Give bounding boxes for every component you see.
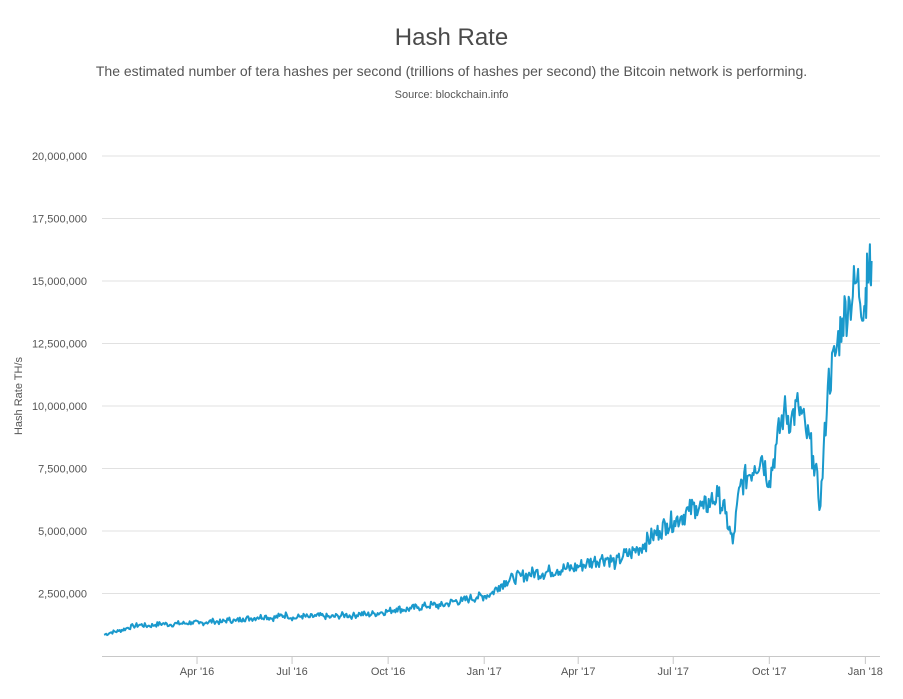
x-tick-label: Oct '17 bbox=[752, 666, 787, 678]
x-tick-label: Jan '17 bbox=[467, 666, 502, 678]
x-tick-label: Jan '18 bbox=[848, 666, 883, 678]
chart-source: Source: blockchain.info bbox=[394, 89, 509, 101]
x-tick-label: Jul '17 bbox=[658, 666, 689, 678]
y-tick-label: 12,500,000 bbox=[32, 339, 87, 351]
y-tick-label: 20,000,000 bbox=[32, 151, 87, 163]
x-tick-label: Oct '16 bbox=[371, 666, 406, 678]
y-axis-title: Hash Rate TH/s bbox=[13, 356, 25, 435]
x-tick-label: Apr '16 bbox=[180, 666, 215, 678]
chart-title: Hash Rate bbox=[394, 24, 509, 51]
y-tick-label: 15,000,000 bbox=[32, 276, 87, 288]
x-tick-label: Apr '17 bbox=[561, 666, 596, 678]
x-tick-label: Jul '16 bbox=[276, 666, 307, 678]
y-tick-label: 17,500,000 bbox=[32, 214, 87, 226]
y-tick-label: 2,500,000 bbox=[38, 589, 87, 601]
y-axis-ticks: 2,500,000 5,000,000 7,500,000 10,000,000 12,… bbox=[32, 151, 87, 601]
chart-subtitle: The estimated number of tera hashes per … bbox=[95, 63, 808, 79]
series-line-hash-rate bbox=[103, 243, 873, 637]
y-tick-label: 7,500,000 bbox=[38, 464, 87, 476]
gridlines bbox=[102, 155, 880, 594]
y-tick-label: 10,000,000 bbox=[32, 401, 87, 413]
x-axis-ticks: Apr '16 Jul '16 Oct '16 Jan '17 Apr '17 Jul '… bbox=[180, 656, 883, 678]
y-tick-label: 5,000,000 bbox=[38, 526, 87, 538]
